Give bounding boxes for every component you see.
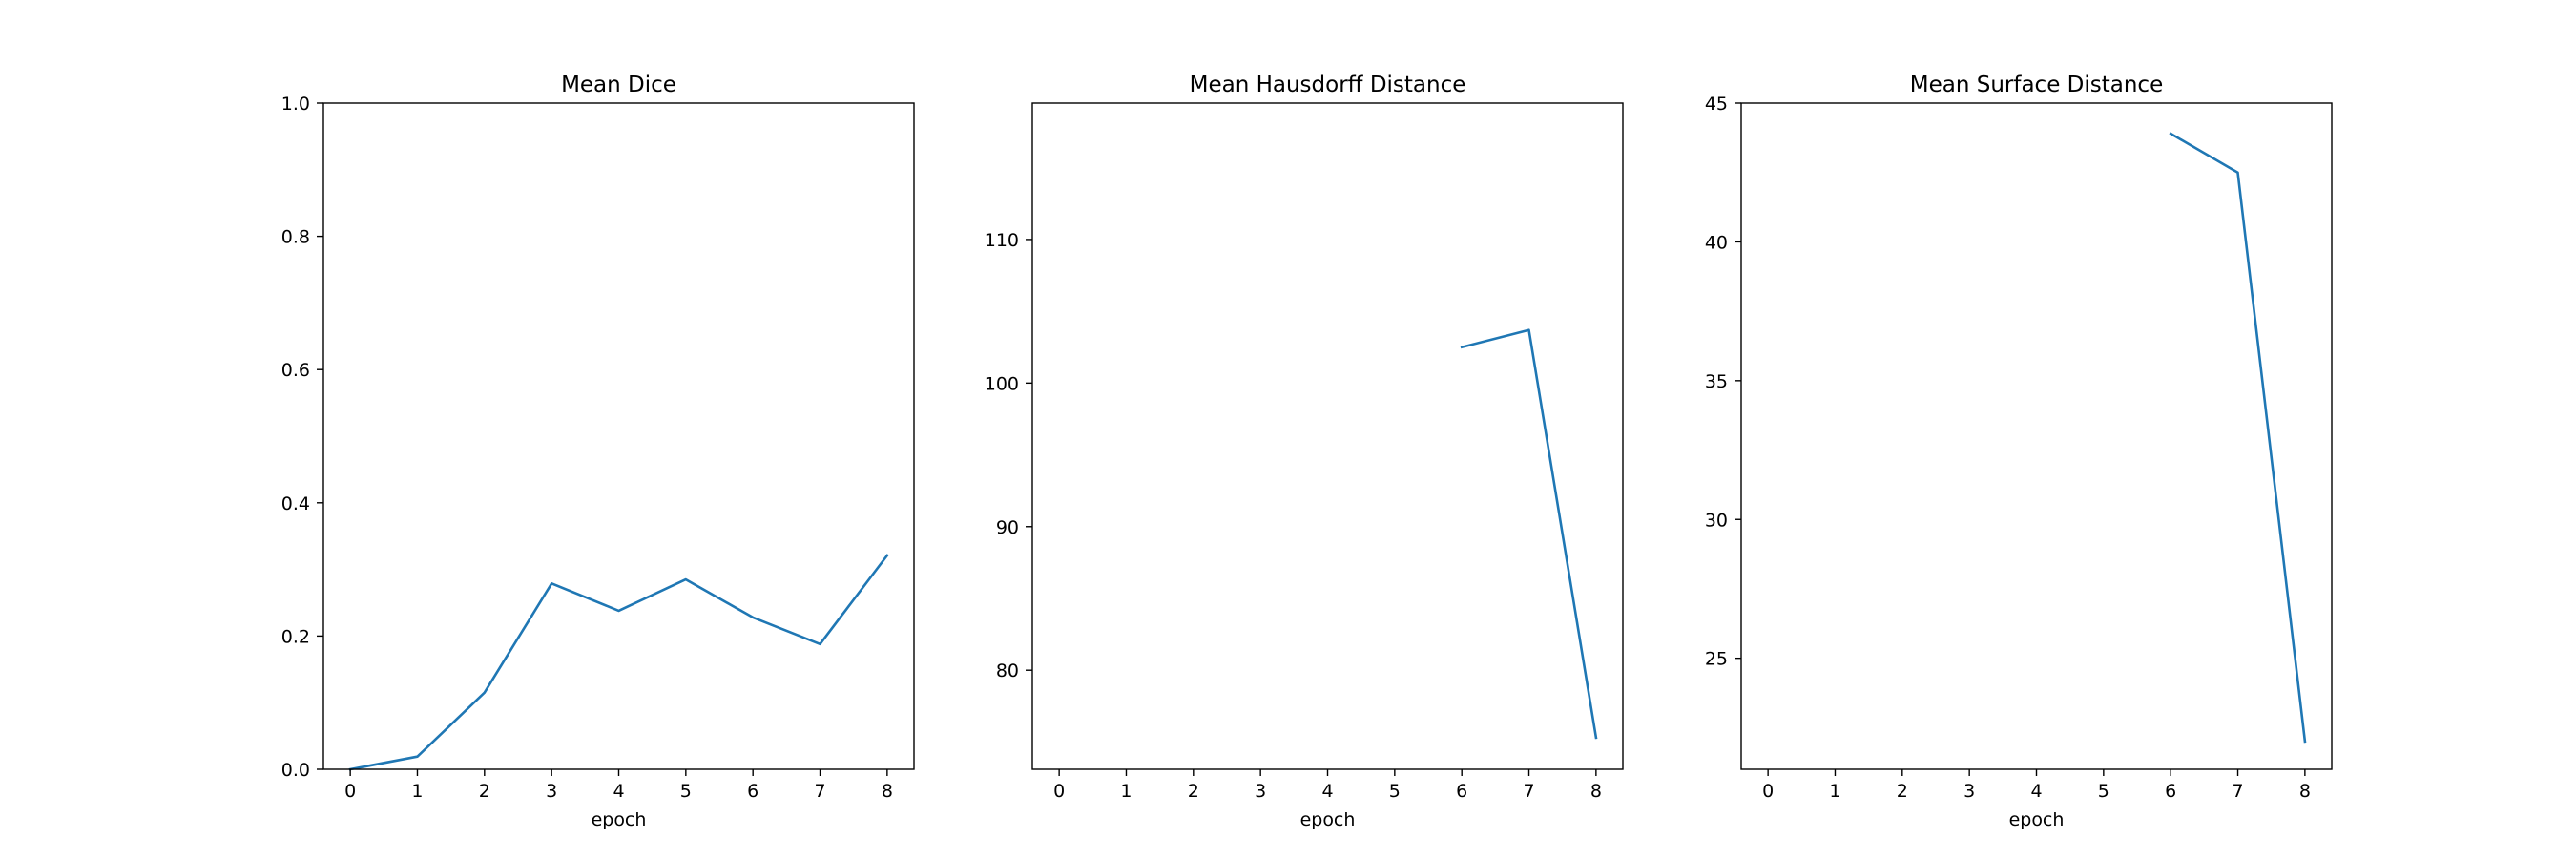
y-tick-label: 1.0 (281, 94, 310, 115)
x-tick-label: 7 (2232, 781, 2243, 802)
y-tick-label: 0.2 (281, 626, 310, 647)
x-tick-label: 8 (1590, 781, 1602, 802)
x-tick-label: 6 (1456, 781, 1467, 802)
x-tick-label: 4 (613, 781, 624, 802)
chart-title: Mean Surface Distance (1910, 73, 2163, 97)
x-axis-label: epoch (592, 809, 647, 830)
x-tick-label: 5 (1389, 781, 1401, 802)
chart-panel-2: 0 1 2 3 4 5 6 7 8 80 90 100 110 Mean Hausdorff Distan… (985, 73, 1624, 830)
x-tick-label: 5 (680, 781, 692, 802)
x-tick-label: 4 (2030, 781, 2042, 802)
x-axis-label: epoch (1300, 809, 1356, 830)
y-tick-label: 40 (1705, 232, 1728, 253)
x-axis-label: epoch (2009, 809, 2065, 830)
y-tick-label: 35 (1705, 371, 1728, 392)
x-tick-label: 1 (1120, 781, 1132, 802)
x-tick-label: 2 (1897, 781, 1908, 802)
y-tick-label: 30 (1705, 510, 1728, 531)
y-tick-label: 90 (996, 517, 1019, 538)
y-tick-label: 0.6 (281, 360, 310, 381)
series-line (1460, 328, 1598, 740)
x-tick-label: 6 (2165, 781, 2176, 802)
x-tick-label: 4 (1321, 781, 1333, 802)
x-tick-label: 5 (2098, 781, 2109, 802)
chart-panel-1: 0 1 2 3 4 5 6 7 8 0.0 0.2 0.4 0.6 0.8 1.0 Mean Dice epoc… (281, 73, 915, 830)
y-tick-label: 45 (1705, 94, 1728, 115)
x-tick-label: 0 (344, 781, 356, 802)
x-tick-label: 0 (1053, 781, 1065, 802)
x-tick-label: 2 (1188, 781, 1199, 802)
x-tick-label: 7 (814, 781, 825, 802)
y-tick-label: 25 (1705, 649, 1728, 670)
chart-title: Mean Hausdorff Distance (1190, 73, 1466, 97)
x-tick-label: 3 (546, 781, 557, 802)
y-tick-label: 100 (985, 373, 1019, 394)
x-tick-label: 3 (1255, 781, 1266, 802)
series-line (348, 554, 889, 771)
x-tick-label: 2 (479, 781, 490, 802)
x-tick-label: 3 (1963, 781, 1975, 802)
x-tick-label: 1 (411, 781, 423, 802)
y-tick-label: 110 (985, 230, 1019, 251)
x-tick-label: 8 (2299, 781, 2311, 802)
x-tick-label: 0 (1762, 781, 1774, 802)
y-tick-label: 0.0 (281, 760, 310, 781)
series-line (2169, 132, 2307, 744)
chart-title: Mean Dice (561, 73, 676, 97)
x-tick-label: 7 (1523, 781, 1534, 802)
x-tick-label: 6 (747, 781, 758, 802)
x-tick-label: 8 (882, 781, 893, 802)
y-tick-label: 0.4 (281, 493, 310, 514)
y-tick-label: 80 (996, 660, 1019, 681)
x-tick-label: 1 (1829, 781, 1840, 802)
y-tick-label: 0.8 (281, 227, 310, 248)
